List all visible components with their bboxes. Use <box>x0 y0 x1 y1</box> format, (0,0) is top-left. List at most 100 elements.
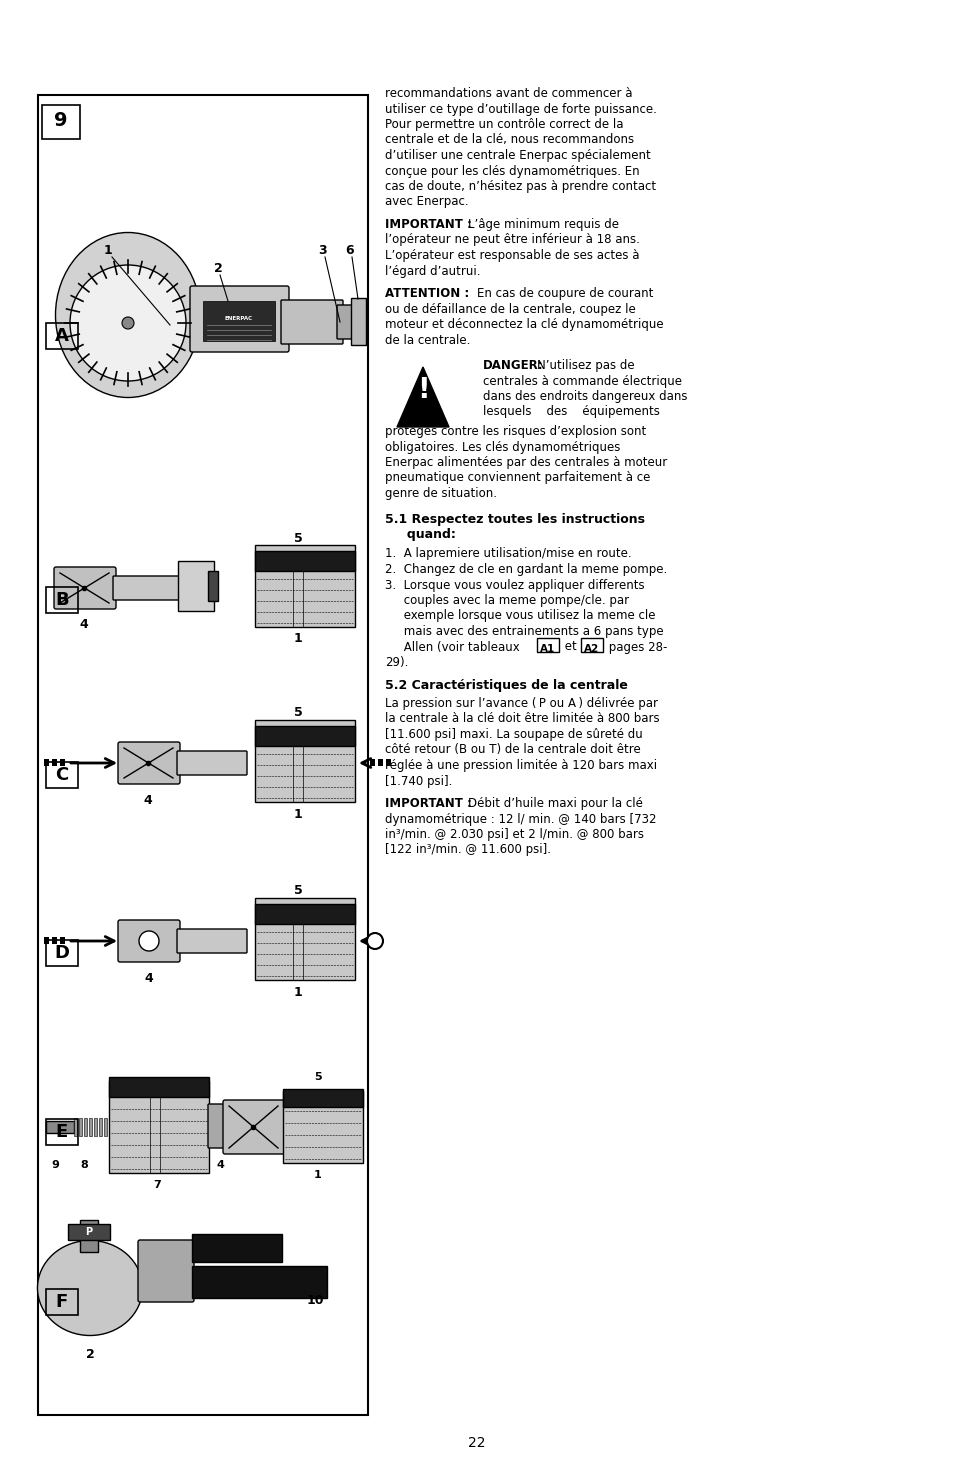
Text: exemple lorsque vous utilisez la meme cle: exemple lorsque vous utilisez la meme cl… <box>385 609 655 622</box>
Text: L’âge minimum requis de: L’âge minimum requis de <box>468 218 618 232</box>
Bar <box>46 1121 74 1133</box>
Bar <box>94 1118 97 1136</box>
FancyBboxPatch shape <box>336 305 356 339</box>
Text: IMPORTANT :: IMPORTANT : <box>385 796 472 810</box>
Bar <box>79 1118 82 1136</box>
Bar <box>203 301 274 341</box>
Circle shape <box>139 931 159 951</box>
Bar <box>178 560 213 611</box>
Text: recommandations avant de commencer à: recommandations avant de commencer à <box>385 87 632 100</box>
Text: F: F <box>56 1294 68 1311</box>
Text: et: et <box>560 640 579 653</box>
Text: quand:: quand: <box>385 528 456 541</box>
Text: [1.740 psi].: [1.740 psi]. <box>385 774 452 788</box>
Bar <box>46 1289 78 1316</box>
Text: 4: 4 <box>145 972 153 984</box>
Bar <box>537 637 558 652</box>
Bar <box>42 105 80 139</box>
Bar <box>46 940 78 966</box>
Text: 29).: 29). <box>385 656 408 670</box>
Text: Débit d’huile maxi pour la clé: Débit d’huile maxi pour la clé <box>468 796 642 810</box>
Text: 4: 4 <box>215 1159 224 1170</box>
Ellipse shape <box>37 1240 142 1335</box>
Bar <box>46 587 78 614</box>
Ellipse shape <box>55 233 200 397</box>
FancyBboxPatch shape <box>138 1240 193 1302</box>
Text: !: ! <box>416 376 429 404</box>
FancyBboxPatch shape <box>223 1100 285 1153</box>
Text: 5: 5 <box>294 707 302 720</box>
Text: ENERPAC: ENERPAC <box>225 316 253 320</box>
Text: P: P <box>86 1227 92 1238</box>
Text: 5.1 Respectez toutes les instructions: 5.1 Respectez toutes les instructions <box>385 512 644 525</box>
Text: couples avec la meme pompe/cle. par: couples avec la meme pompe/cle. par <box>385 594 628 608</box>
Circle shape <box>367 934 382 948</box>
Text: B: B <box>55 591 69 609</box>
Text: 3: 3 <box>318 245 327 258</box>
Text: 2: 2 <box>86 1348 94 1361</box>
Text: 7: 7 <box>153 1180 161 1190</box>
Bar <box>44 937 49 944</box>
Text: IMPORTANT :: IMPORTANT : <box>385 218 472 232</box>
Text: Allen (voir tableaux: Allen (voir tableaux <box>385 640 523 653</box>
Text: Pour permettre un contrôle correct de la: Pour permettre un contrôle correct de la <box>385 118 623 131</box>
FancyBboxPatch shape <box>351 298 366 345</box>
Bar <box>80 1220 98 1252</box>
Bar <box>60 760 65 766</box>
Text: D: D <box>54 944 70 962</box>
Text: 5.2 Caractéristiques de la centrale: 5.2 Caractéristiques de la centrale <box>385 680 627 692</box>
Bar <box>38 94 368 1415</box>
Bar <box>386 760 391 766</box>
Text: d’utiliser une centrale Enerpac spécialement: d’utiliser une centrale Enerpac spéciale… <box>385 149 650 162</box>
Text: pages 28-: pages 28- <box>604 640 667 653</box>
Bar <box>192 1266 327 1298</box>
Text: 9: 9 <box>51 1159 59 1170</box>
Bar <box>46 763 78 788</box>
Bar <box>52 937 57 944</box>
Text: La pression sur l’avance ( P ou A ) délivrée par: La pression sur l’avance ( P ou A ) déli… <box>385 698 658 709</box>
Bar <box>254 552 355 571</box>
Text: l’opérateur ne peut être inférieur à 18 ans.: l’opérateur ne peut être inférieur à 18 … <box>385 233 639 246</box>
Text: avec Enerpac.: avec Enerpac. <box>385 196 468 208</box>
Bar <box>254 544 355 627</box>
Bar <box>254 720 355 802</box>
Text: obligatoires. Les clés dynamométriques: obligatoires. Les clés dynamométriques <box>385 441 619 453</box>
FancyBboxPatch shape <box>208 1103 226 1148</box>
Text: DANGER:: DANGER: <box>482 358 543 372</box>
Text: protégés contre les risques d’explosion sont: protégés contre les risques d’explosion … <box>385 425 645 438</box>
Text: conçue pour les clés dynamométriques. En: conçue pour les clés dynamométriques. En <box>385 165 639 177</box>
FancyBboxPatch shape <box>177 929 247 953</box>
Text: 1: 1 <box>294 807 302 820</box>
Bar <box>74 1118 77 1136</box>
Bar <box>89 1118 91 1136</box>
Bar <box>254 726 355 746</box>
Text: 5: 5 <box>294 531 302 544</box>
Polygon shape <box>396 367 449 426</box>
Text: 2.  Changez de cle en gardant la meme pompe.: 2. Changez de cle en gardant la meme pom… <box>385 563 666 577</box>
Text: [122 in³/min. @ 11.600 psi].: [122 in³/min. @ 11.600 psi]. <box>385 844 551 857</box>
Text: réglée à une pression limitée à 120 bars maxi: réglée à une pression limitée à 120 bars… <box>385 760 657 771</box>
Text: centrales à commande électrique: centrales à commande électrique <box>482 375 681 388</box>
Circle shape <box>122 317 133 329</box>
Text: 9: 9 <box>54 111 68 130</box>
Bar <box>377 760 382 766</box>
Bar <box>60 937 65 944</box>
Bar <box>84 1118 87 1136</box>
Bar <box>46 323 78 350</box>
Text: centrale et de la clé, nous recommandons: centrale et de la clé, nous recommandons <box>385 134 634 146</box>
Text: utiliser ce type d’outillage de forte puissance.: utiliser ce type d’outillage de forte pu… <box>385 102 657 115</box>
Bar <box>52 760 57 766</box>
Text: ATTENTION :: ATTENTION : <box>385 288 469 299</box>
Text: pneumatique conviennent parfaitement à ce: pneumatique conviennent parfaitement à c… <box>385 472 650 484</box>
Bar <box>109 1077 209 1097</box>
Bar <box>99 1118 102 1136</box>
Text: lesquels    des    équipements: lesquels des équipements <box>482 406 659 419</box>
FancyBboxPatch shape <box>281 299 343 344</box>
Text: mais avec des entrainements a 6 pans type: mais avec des entrainements a 6 pans typ… <box>385 625 663 639</box>
Text: ou de défaillance de la centrale, coupez le: ou de défaillance de la centrale, coupez… <box>385 302 635 316</box>
Bar <box>208 571 218 600</box>
Text: dynamométrique : 12 l/ min. @ 140 bars [732: dynamométrique : 12 l/ min. @ 140 bars [… <box>385 813 656 826</box>
Text: 4: 4 <box>144 794 152 807</box>
Text: 1.  A lapremiere utilisation/mise en route.: 1. A lapremiere utilisation/mise en rout… <box>385 547 631 560</box>
Bar <box>68 1224 110 1240</box>
